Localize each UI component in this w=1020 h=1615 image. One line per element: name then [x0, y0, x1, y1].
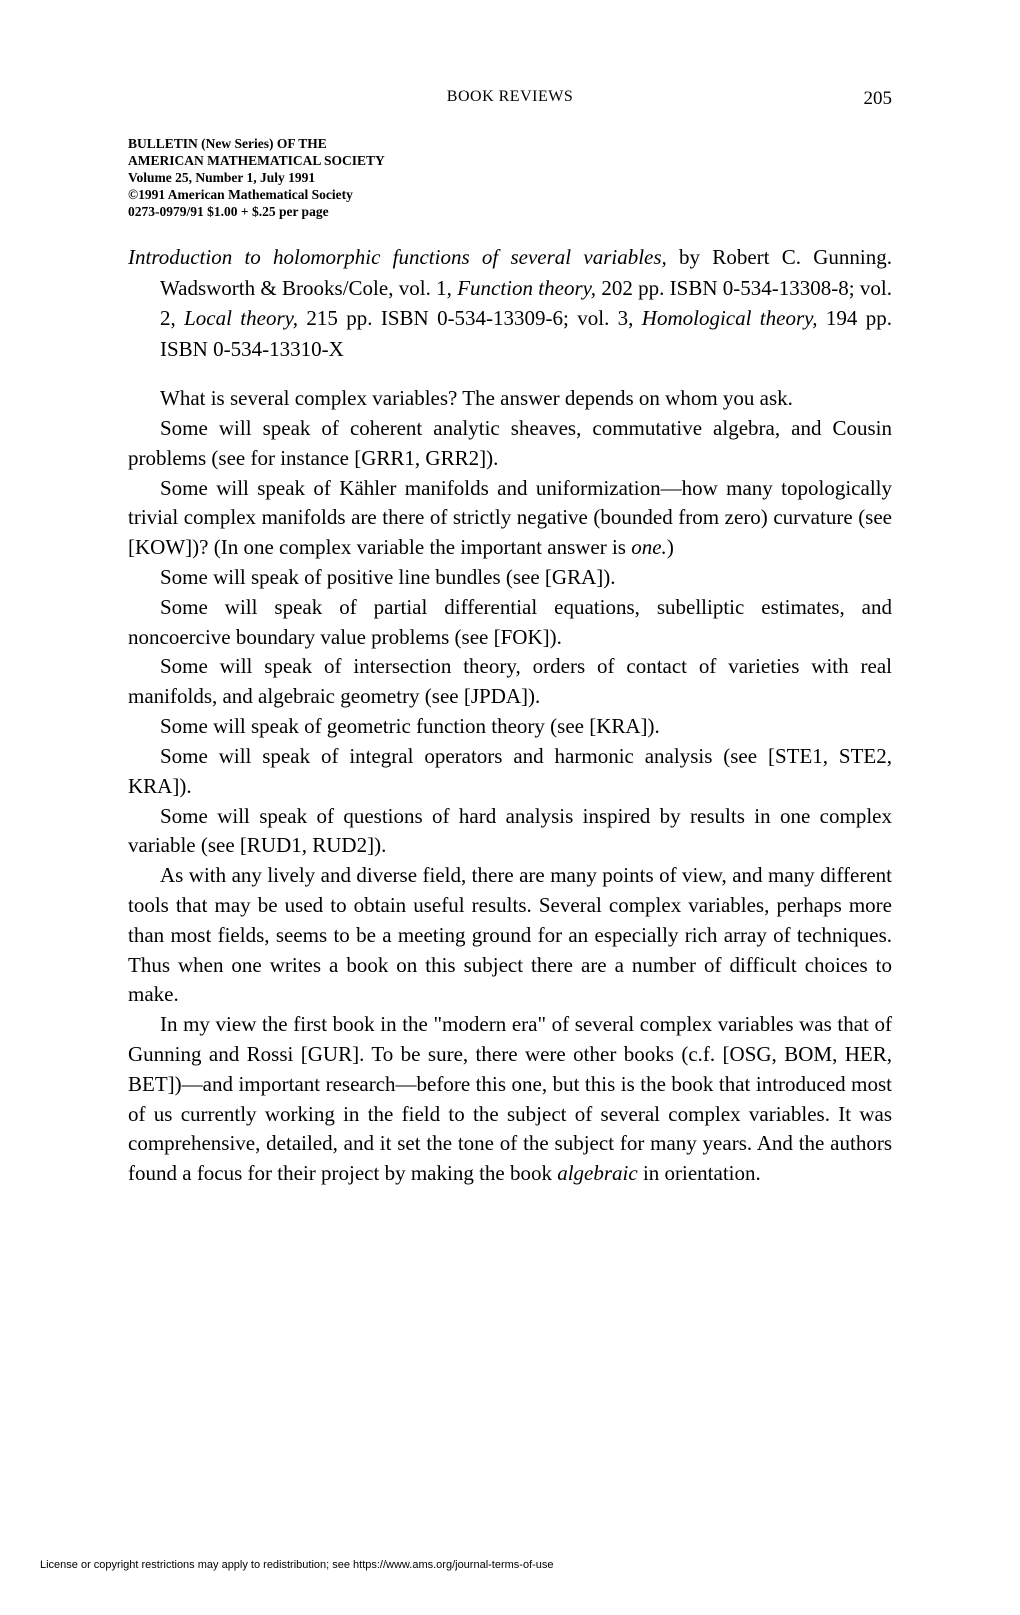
paragraph-8: Some will speak of integral operators an…: [128, 742, 892, 802]
paragraph-6: Some will speak of intersection theory, …: [128, 652, 892, 712]
article-body: What is several complex variables? The a…: [128, 384, 892, 1189]
masthead-line-4: ©1991 American Mathematical Society: [128, 187, 892, 204]
p3-text-a: Some will speak of Kähler manifolds and …: [128, 476, 892, 560]
book-title: Introduction to holomorphic functions of…: [128, 245, 667, 269]
p11-text-b: in orientation.: [638, 1161, 761, 1185]
masthead-line-2: AMERICAN MATHEMATICAL SOCIETY: [128, 153, 892, 170]
paragraph-11: In my view the first book in the "modern…: [128, 1010, 892, 1189]
paragraph-3: Some will speak of Kähler manifolds and …: [128, 474, 892, 563]
p3-text-b: ): [667, 535, 674, 559]
masthead-line-1: BULLETIN (New Series) OF THE: [128, 136, 892, 153]
paragraph-7: Some will speak of geometric function th…: [128, 712, 892, 742]
masthead-line-3: Volume 25, Number 1, July 1991: [128, 170, 892, 187]
masthead-line-5: 0273-0979/91 $1.00 + $.25 per page: [128, 204, 892, 221]
review-citation: Introduction to holomorphic functions of…: [128, 242, 892, 364]
paragraph-9: Some will speak of questions of hard ana…: [128, 802, 892, 862]
masthead: BULLETIN (New Series) OF THE AMERICAN MA…: [128, 136, 892, 220]
vol3-title: Homological theory,: [642, 306, 818, 330]
paragraph-5: Some will speak of partial differential …: [128, 593, 892, 653]
p3-italic: one.: [631, 535, 667, 559]
vol1-title: Function theory,: [457, 276, 596, 300]
p11-italic: algebraic: [557, 1161, 637, 1185]
paragraph-2: Some will speak of coherent analytic she…: [128, 414, 892, 474]
paragraph-1: What is several complex variables? The a…: [128, 384, 892, 414]
p11-text-a: In my view the first book in the "modern…: [128, 1012, 892, 1185]
review-heading: Introduction to holomorphic functions of…: [128, 242, 892, 364]
paragraph-4: Some will speak of positive line bundles…: [128, 563, 892, 593]
citation-text-3: 215 pp. ISBN 0-534-13309-6; vol. 3,: [298, 306, 642, 330]
running-head: BOOK REVIEWS: [447, 88, 573, 106]
page-number: 205: [864, 88, 893, 110]
paragraph-10: As with any lively and diverse field, th…: [128, 861, 892, 1010]
page-header: BOOK REVIEWS 205: [128, 88, 892, 106]
license-footer: License or copyright restrictions may ap…: [40, 1559, 554, 1571]
vol2-title: Local theory,: [184, 306, 298, 330]
